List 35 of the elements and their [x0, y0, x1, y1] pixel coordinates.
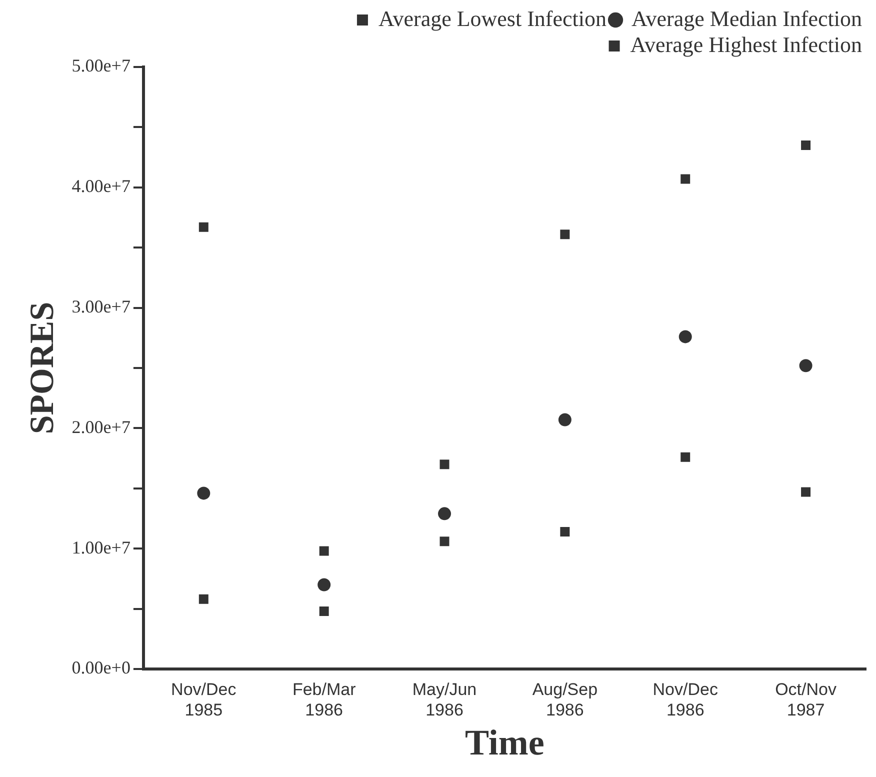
x-tick-label: Nov/Dec 1985 [171, 680, 237, 720]
y-tick-label: 1.00e+7 [72, 537, 130, 558]
point [678, 330, 692, 344]
y-tick-label: 0.00e+0 [72, 658, 130, 678]
point [560, 527, 570, 536]
x-tick-label: May/Jun 1986 [412, 680, 477, 720]
point [438, 507, 452, 520]
y-tick-label: 5.00e+7 [72, 56, 130, 76]
point [680, 174, 690, 184]
point [440, 460, 450, 470]
point [318, 578, 331, 592]
point [799, 359, 812, 372]
legend-label: Average Highest Infection [630, 32, 862, 57]
legend-label: Average Lowest Infection [378, 6, 607, 31]
x-axis-title: Time [465, 722, 544, 763]
point [198, 594, 208, 604]
point [319, 606, 329, 616]
point [198, 222, 208, 232]
point [558, 413, 572, 426]
y-tick-label: 3.00e+7 [72, 296, 130, 317]
x-tick-label: Feb/Mar 1986 [292, 680, 356, 720]
y-tick-label: 2.00e+7 [72, 416, 130, 437]
y-tick-label: 4.00e+7 [72, 176, 130, 196]
x-tick-label: Oct/Nov 1987 [775, 680, 837, 720]
point [680, 452, 690, 462]
y-axis-title: SPORES [24, 302, 62, 434]
x-tick-label: Nov/Dec 1986 [652, 680, 718, 720]
point [801, 140, 811, 150]
point [197, 486, 210, 500]
point [560, 230, 570, 240]
x-tick-label: Aug/Sep 1986 [532, 680, 598, 720]
point [440, 536, 450, 546]
legend-label: Average Median Infection [632, 6, 862, 31]
point [319, 546, 329, 556]
point [801, 487, 811, 497]
